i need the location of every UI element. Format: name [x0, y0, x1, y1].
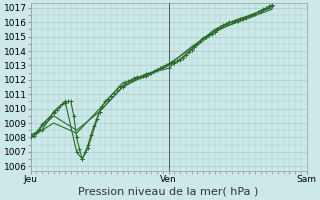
X-axis label: Pression niveau de la mer( hPa ): Pression niveau de la mer( hPa ) — [78, 187, 259, 197]
